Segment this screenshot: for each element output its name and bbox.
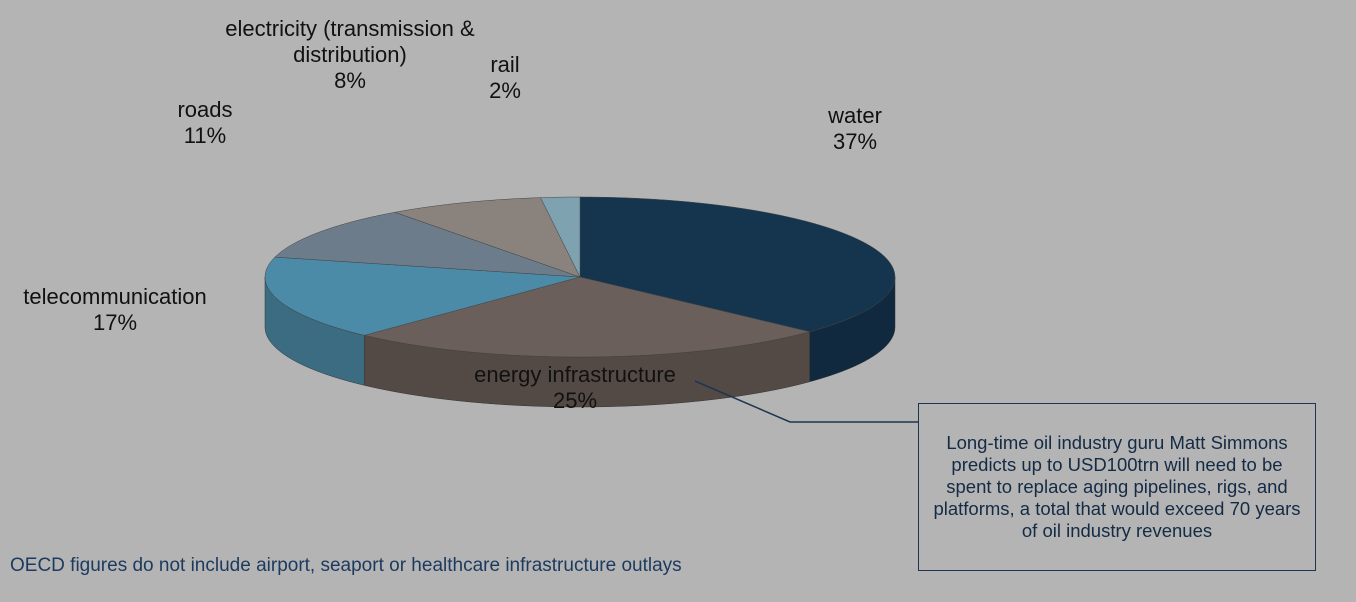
footnote: OECD figures do not include airport, sea… <box>10 555 682 576</box>
slice <box>540 196 581 278</box>
slice-label: roads <box>177 97 233 122</box>
slice-value-label: 25% <box>552 388 598 413</box>
slice-label: water <box>828 103 882 128</box>
slice-value-label: 11% <box>183 123 227 148</box>
slice-label: energy infrastructure <box>474 362 676 387</box>
slice-value-label: 2% <box>489 78 521 103</box>
sides <box>264 276 896 408</box>
slice <box>264 256 581 336</box>
slice-label: rail <box>490 52 520 77</box>
leader-line <box>694 380 918 423</box>
tops <box>264 196 896 358</box>
slice-value-label: 37% <box>832 129 878 154</box>
slice <box>579 196 896 333</box>
slice-value-label: 17% <box>92 310 138 335</box>
callout-box: Long-time oil industry guru Matt Simmons… <box>918 403 1316 571</box>
slice <box>274 212 581 278</box>
slice <box>364 276 810 358</box>
slice-value-label: 8% <box>334 68 366 93</box>
slice-label: electricity (transmission & distribution… <box>225 16 475 67</box>
slice-label: telecommunication <box>23 284 207 309</box>
slice <box>393 197 581 278</box>
